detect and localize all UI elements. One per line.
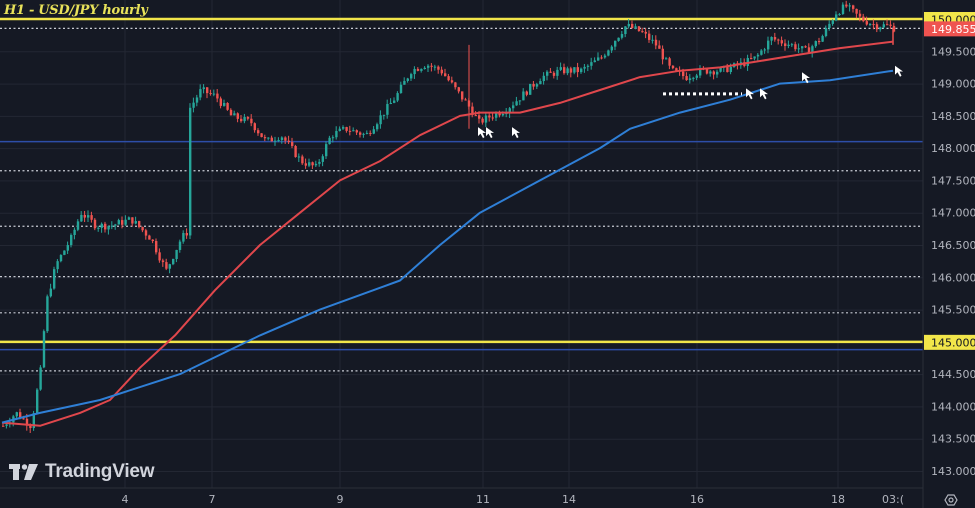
price-tick-label: 147.500: [931, 174, 975, 187]
time-tick-label: 16: [690, 493, 704, 506]
cursor-arrow-icon: [895, 65, 903, 77]
price-axis-ticks: 150.000149.500149.000148.500148.000147.5…: [924, 12, 975, 478]
ma-fast-line: [1, 40, 894, 427]
time-tick-label: 9: [337, 493, 344, 506]
tradingview-logo: TradingView: [9, 461, 155, 483]
time-tick-label: 4: [122, 493, 129, 506]
settings-gear-icon[interactable]: [944, 494, 958, 506]
tradingview-logo-text: TradingView: [45, 461, 155, 482]
cursor-arrow-icon: [760, 88, 768, 100]
time-tick-label: 11: [476, 493, 490, 506]
price-tick-label: 143.500: [931, 433, 975, 446]
price-tick-label: 147.000: [931, 207, 975, 220]
price-tick-label: 148.000: [931, 142, 975, 155]
cursor-arrow-icon: [486, 127, 494, 139]
chart-title: H1 - USD/JPY hourly: [4, 3, 148, 18]
current-price-tag: [924, 21, 975, 37]
price-tick-label: 148.500: [931, 110, 975, 123]
cursor-arrow-icon: [802, 72, 810, 84]
current-price-text: 149.855: [931, 23, 975, 36]
cursor-arrow-icon: [512, 127, 520, 139]
price-tag-highlight: [924, 334, 975, 350]
tradingview-logo-icon: [9, 464, 38, 480]
cursor-arrow-icon: [746, 88, 754, 100]
price-tick-label: 149.500: [931, 45, 975, 58]
annotations: [478, 65, 903, 139]
cursor-arrow-icon: [478, 127, 486, 139]
price-tick-label: 144.500: [931, 368, 975, 381]
time-tick-label: 18: [831, 493, 845, 506]
grid-lines: [0, 0, 923, 488]
horizontal-levels: [0, 17, 923, 372]
time-tick-label: 14: [562, 493, 576, 506]
time-tick-label: 7: [209, 493, 216, 506]
price-tick-label: 149.000: [931, 78, 975, 91]
price-tick-label: 143.000: [931, 465, 975, 478]
price-tag-text: 145.000: [931, 336, 975, 349]
time-tick-label: 03:(: [882, 493, 904, 506]
candlesticks: [2, 0, 896, 433]
price-tick-label: 145.500: [931, 304, 975, 317]
price-tick-label: 146.500: [931, 239, 975, 252]
price-tick-label: 146.000: [931, 271, 975, 284]
price-tick-label: 144.000: [931, 400, 975, 413]
price-axis[interactable]: [924, 0, 975, 488]
time-axis-ticks[interactable]: 4 7 9 11 14 16 18 03:(: [122, 493, 905, 506]
